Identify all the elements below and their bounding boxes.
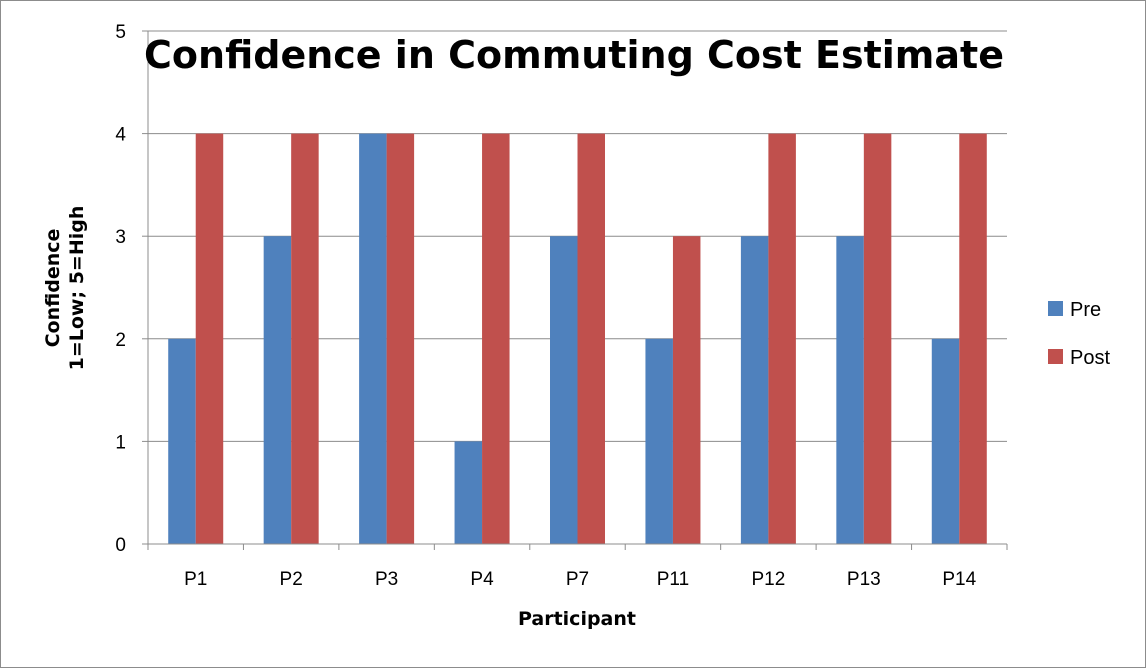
- bar-post-p13: [863, 133, 892, 544]
- bar-post-p14: [959, 133, 987, 544]
- x-tick-label-p13: P13: [847, 569, 881, 590]
- bar-pre-p7: [550, 236, 578, 544]
- y-tick-label-4: 4: [115, 125, 126, 146]
- legend-swatch-post: [1048, 349, 1063, 364]
- y-tick-label-5: 5: [115, 22, 126, 43]
- x-axis-title: Participant: [518, 608, 636, 630]
- bar-pre-p14: [931, 338, 960, 544]
- bar-pre-p13: [836, 236, 864, 544]
- y-tick-label-0: 0: [115, 535, 126, 556]
- legend-label-pre: Pre: [1070, 299, 1101, 321]
- legend-label-post: Post: [1070, 347, 1110, 369]
- bar-post-p2: [291, 133, 319, 544]
- bar-post-p4: [482, 133, 510, 544]
- y-tick-label-3: 3: [115, 227, 126, 248]
- x-tick-label-p3: P3: [375, 569, 398, 590]
- x-tick-label-p4: P4: [470, 569, 494, 590]
- bar-pre-p1: [168, 338, 196, 544]
- bar-pre-p2: [263, 236, 292, 544]
- axes: [142, 30, 1008, 550]
- bar-pre-p4: [454, 441, 483, 544]
- legend: Pre Post: [1048, 299, 1110, 369]
- x-tick-label-p2: P2: [280, 569, 303, 590]
- bar-post-p3: [386, 133, 415, 544]
- tick-labels: 0 1 2 3 4 5 P1 P2 P3 P4 P7 P11 P12 P13 P14: [115, 22, 976, 590]
- y-tick-label-2: 2: [115, 330, 126, 351]
- x-tick-label-p14: P14: [942, 569, 976, 590]
- bar-post-p7: [577, 133, 605, 544]
- bar-pre-p11: [645, 338, 673, 544]
- y-tick-label-1: 1: [115, 432, 126, 453]
- bars: [168, 133, 987, 544]
- bar-pre-p3: [359, 133, 387, 544]
- bar-post-p11: [672, 236, 701, 544]
- bar-post-p1: [195, 133, 224, 544]
- bar-pre-p12: [740, 236, 769, 544]
- x-tick-label-p1: P1: [184, 569, 207, 590]
- legend-swatch-pre: [1048, 301, 1063, 316]
- x-tick-label-p12: P12: [751, 569, 785, 590]
- y-axis-title-line2: 1=Low; 5=High: [66, 206, 88, 371]
- chart-title: Confidence in Commuting Cost Estimate: [144, 33, 1004, 77]
- bar-post-p12: [768, 133, 796, 544]
- y-axis-title-line1: Confidence: [42, 229, 64, 348]
- x-tick-label-p7: P7: [566, 569, 589, 590]
- x-tick-label-p11: P11: [657, 569, 689, 590]
